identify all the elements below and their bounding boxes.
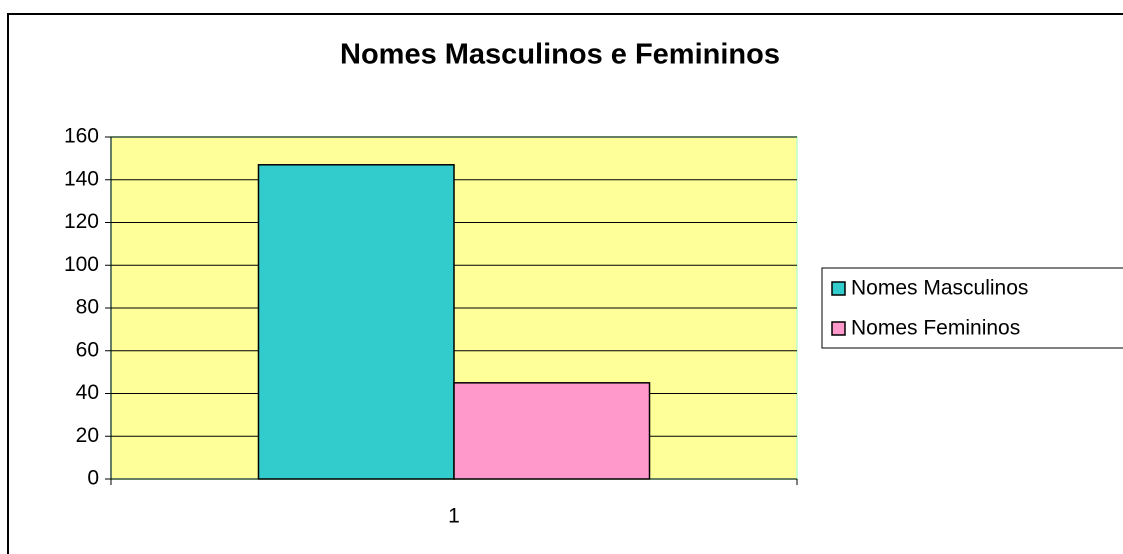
y-tick-label: 140 [64, 167, 99, 190]
y-tick-label: 80 [76, 296, 99, 319]
y-tick-label: 160 [64, 125, 99, 148]
chart-title: Nomes Masculinos e Femininos [340, 39, 780, 71]
y-tick-label: 0 [87, 467, 99, 490]
legend-swatch [831, 281, 846, 296]
bar [257, 164, 455, 480]
legend-box [821, 267, 1123, 349]
y-tick-label: 120 [64, 210, 99, 233]
legend-label: Nomes Femininos [851, 317, 1020, 340]
x-tick-label: 1 [448, 505, 460, 528]
y-tick-label: 20 [76, 424, 99, 447]
y-tick-label: 40 [76, 381, 99, 404]
y-tick-label: 60 [76, 338, 99, 361]
legend-swatch [831, 321, 846, 336]
bar [453, 382, 651, 480]
legend-label: Nomes Masculinos [851, 277, 1028, 300]
y-tick-label: 100 [64, 253, 99, 276]
